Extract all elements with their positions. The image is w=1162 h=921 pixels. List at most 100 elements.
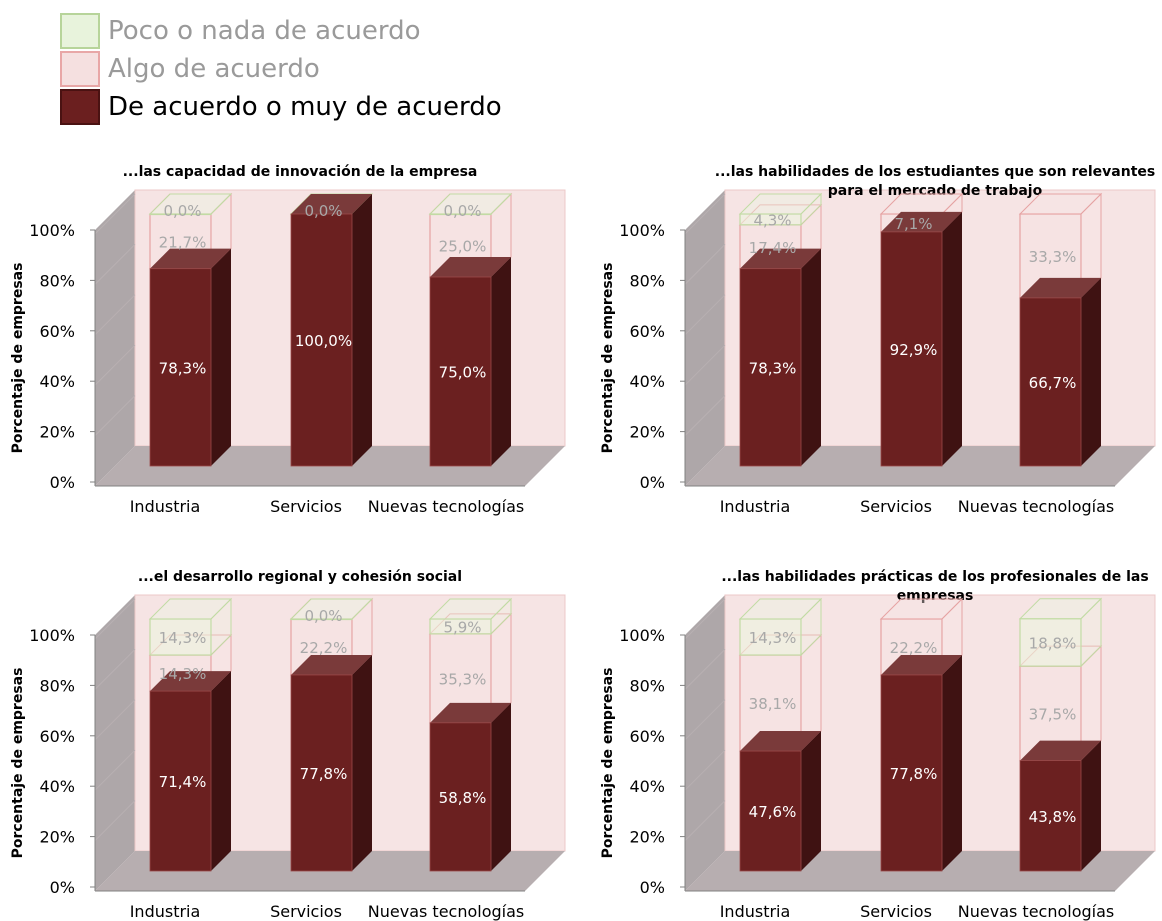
bar-de-acuerdo-top [430,702,511,723]
data-label-algo: 38,1% [749,695,797,713]
data-label-poco: 0,0% [163,202,201,220]
legend-item-poco: Poco o nada de acuerdo [60,12,502,50]
bar-de-acuerdo-top [740,248,821,269]
gridline [684,598,726,640]
x-tick-label: Nuevas tecnologías [368,497,524,516]
gridline [684,395,726,436]
data-label-poco: 5,9% [443,618,481,636]
gridline [94,699,136,741]
gridline [94,749,136,791]
data-label-algo: 21,7% [159,233,207,251]
side-wall [95,595,135,891]
data-label-poco: 0,0% [443,202,481,220]
data-label-algo: 14,3% [159,665,207,683]
gridline [94,244,136,285]
data-label-poco: 14,3% [159,629,207,647]
bar-de-acuerdo-top [881,654,962,675]
data-label-poco: 0,0% [304,607,342,625]
data-label-poco: 0,0% [304,202,342,220]
x-tick-label: Industria [720,902,791,921]
bar-de-acuerdo-top [150,248,231,269]
y-axis-label: Porcentaje de empresas [600,668,616,859]
x-tick-label: Servicios [270,497,342,516]
bar-de-acuerdo [739,268,802,467]
gridline [94,395,136,436]
chart-title: ...las habilidades de los estudiantes qu… [715,164,1155,180]
data-label-de-acuerdo: 47,6% [749,803,797,821]
bar-poco-side [210,597,232,657]
y-tick-label: 0% [640,878,665,897]
gridline [94,193,136,235]
x-tick-label: Industria [720,497,791,516]
bar-de-acuerdo-side [211,248,231,466]
bar-de-acuerdo-side [942,654,962,871]
gridline [94,800,136,841]
gridline [684,649,726,690]
y-tick-label: 20% [39,423,75,442]
chart-title: ...las capacidad de innovación de la emp… [123,164,478,180]
y-tick-label: 0% [640,473,665,492]
data-label-algo: 35,3% [439,670,487,688]
bar-poco-side [351,598,373,620]
bar-de-acuerdo [429,276,492,467]
y-tick-label: 60% [39,322,75,341]
bar-de-acuerdo [149,690,212,872]
chart-panel-3: 0% 20% 40% 60% 80% 100% Porcentaje de empresas… [10,569,566,921]
bar-de-acuerdo-top [430,257,511,277]
x-tick-label: Nuevas tecnologías [368,902,524,921]
data-label-de-acuerdo: 100,0% [295,332,352,350]
chart-title: empresas [897,588,974,604]
bar-de-acuerdo-side [352,654,372,871]
gridline [94,598,136,640]
bar-de-acuerdo-top [1020,277,1101,298]
gridline [684,344,726,386]
legend-item-algo: Algo de acuerdo [60,50,502,88]
bar-de-acuerdo-side [491,702,511,871]
bar-de-acuerdo [1019,760,1082,872]
gridline [684,294,726,336]
x-tick-label: Nuevas tecnologías [958,902,1114,921]
legend-item-de-acuerdo: De acuerdo o muy de acuerdo [60,88,502,126]
bar-de-acuerdo-top [881,211,962,232]
bar-de-acuerdo [149,268,212,467]
bar-de-acuerdo [429,722,492,872]
bar-de-acuerdo-side [801,731,821,871]
bar-de-acuerdo-side [491,257,511,466]
bar-de-acuerdo [290,213,353,467]
bar-de-acuerdo [880,674,943,872]
bar-de-acuerdo-top [740,731,821,752]
x-tick-label: Nuevas tecnologías [958,497,1114,516]
bar-de-acuerdo-side [942,211,962,466]
data-label-de-acuerdo: 71,4% [159,773,207,791]
y-tick-label: 0% [50,878,75,897]
bar-de-acuerdo-top [291,654,372,675]
bar-poco-side [1080,597,1102,668]
side-wall [95,190,135,486]
y-tick-label: 60% [629,322,665,341]
gridline [684,699,726,741]
legend-swatch-de-acuerdo [60,89,100,125]
bar-poco-side [210,193,232,215]
legend-label-poco: Poco o nada de acuerdo [108,16,421,46]
y-tick-label: 100% [619,626,665,645]
data-label-algo: 33,3% [1029,248,1077,266]
y-tick-label: 60% [39,727,75,746]
side-wall [685,190,725,486]
bar-poco-side [800,597,822,657]
data-label-poco: 14,3% [749,629,797,647]
y-tick-label: 100% [29,626,75,645]
y-tick-label: 40% [629,777,665,796]
y-tick-label: 20% [629,423,665,442]
data-label-de-acuerdo: 92,9% [890,341,938,359]
side-wall [685,595,725,891]
bar-poco-side [490,597,512,636]
y-tick-label: 60% [629,727,665,746]
y-tick-label: 40% [629,372,665,391]
x-tick-label: Servicios [270,902,342,921]
y-tick-label: 20% [629,828,665,847]
data-label-algo: 25,0% [439,238,487,256]
data-label-algo: 37,5% [1029,705,1077,723]
bar-de-acuerdo-side [352,194,372,466]
chart-panel-1: 0% 20% 40% 60% 80% 100% Porcentaje de empresas… [10,164,566,516]
data-label-de-acuerdo: 58,8% [439,789,487,807]
